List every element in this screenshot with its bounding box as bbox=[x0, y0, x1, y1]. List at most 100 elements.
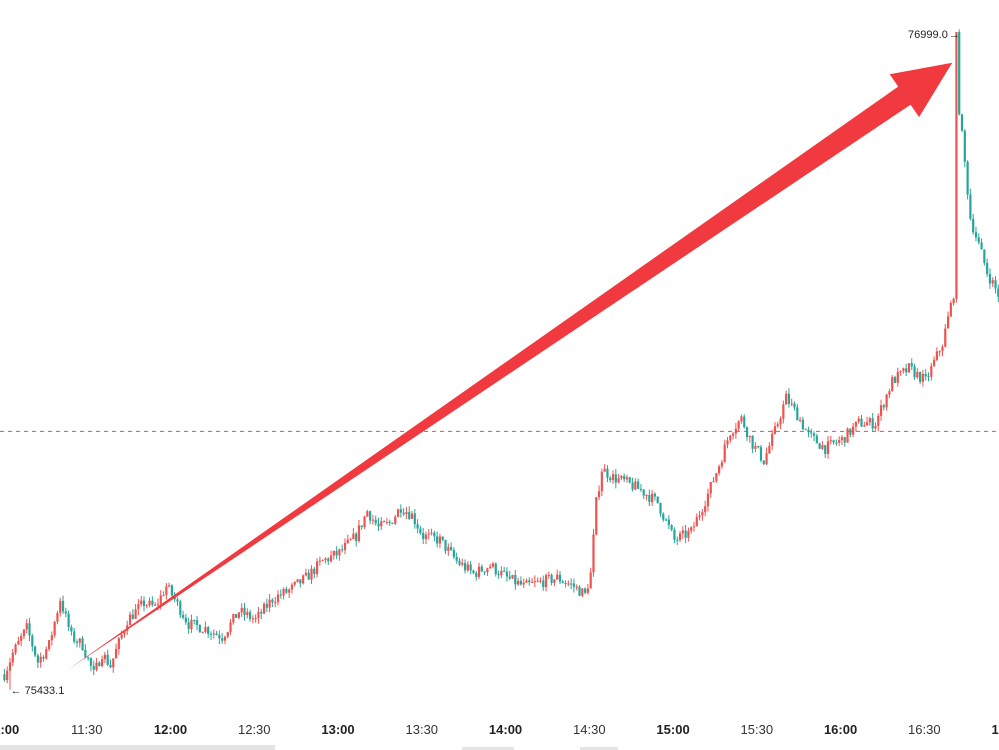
candle bbox=[310, 565, 313, 585]
candle-body bbox=[39, 656, 42, 663]
timeline-scrollbar[interactable] bbox=[0, 745, 618, 750]
candle bbox=[410, 510, 414, 519]
candle bbox=[449, 542, 453, 552]
candle bbox=[279, 589, 282, 599]
candle bbox=[960, 113, 964, 133]
candle-body bbox=[209, 633, 213, 635]
candle-body bbox=[134, 609, 137, 619]
candle-body bbox=[637, 481, 640, 489]
candle-body bbox=[56, 612, 59, 622]
candle bbox=[609, 476, 612, 483]
candle bbox=[737, 420, 740, 432]
candle-body bbox=[517, 580, 520, 585]
candle-body bbox=[198, 624, 201, 633]
candle-body bbox=[170, 585, 174, 596]
candle bbox=[748, 435, 751, 443]
candle bbox=[846, 427, 849, 443]
candle bbox=[986, 258, 989, 277]
candle bbox=[271, 598, 274, 608]
candle-body bbox=[28, 623, 31, 636]
candle bbox=[882, 403, 885, 411]
candle-body bbox=[868, 418, 871, 423]
candle bbox=[145, 603, 148, 609]
candle-body bbox=[396, 509, 400, 517]
candle bbox=[254, 614, 257, 623]
candle bbox=[893, 375, 897, 384]
candle bbox=[902, 367, 905, 374]
candle-body bbox=[810, 432, 813, 434]
candle-body bbox=[581, 588, 584, 596]
candle-body bbox=[176, 599, 179, 602]
candle bbox=[963, 129, 966, 168]
candle bbox=[667, 515, 670, 530]
candle bbox=[246, 608, 249, 619]
candle bbox=[779, 416, 782, 429]
candle bbox=[849, 428, 852, 438]
candle bbox=[977, 233, 980, 245]
candle bbox=[932, 356, 936, 367]
candle bbox=[70, 624, 73, 636]
candle bbox=[31, 633, 34, 652]
candle bbox=[905, 363, 908, 377]
candle bbox=[765, 447, 768, 466]
scrollbar-thumb-right[interactable] bbox=[580, 747, 618, 750]
candle-body bbox=[304, 572, 308, 576]
candle bbox=[754, 442, 757, 453]
candle-body bbox=[910, 363, 913, 367]
candle bbox=[176, 597, 179, 606]
candle bbox=[458, 557, 461, 567]
candle-body bbox=[684, 530, 687, 538]
candle-body bbox=[692, 526, 696, 528]
candle-body bbox=[625, 477, 629, 480]
candle-body bbox=[952, 298, 955, 304]
x-tick-label: 15:30 bbox=[741, 722, 774, 737]
candle-body bbox=[865, 422, 869, 426]
candle bbox=[463, 559, 467, 574]
candle bbox=[36, 653, 39, 669]
scrollbar-thumb-left[interactable] bbox=[0, 745, 275, 750]
candle bbox=[469, 561, 472, 575]
candle-body bbox=[804, 429, 807, 431]
candle bbox=[600, 468, 603, 497]
candle bbox=[709, 481, 712, 499]
candle bbox=[109, 659, 112, 669]
candle bbox=[318, 556, 321, 566]
candle bbox=[408, 506, 411, 520]
candle bbox=[193, 619, 196, 625]
candle bbox=[628, 476, 631, 484]
candle-body bbox=[899, 370, 902, 373]
candle bbox=[61, 595, 65, 615]
candle bbox=[896, 367, 899, 387]
candle-body bbox=[95, 662, 98, 670]
candle bbox=[377, 517, 380, 531]
candle bbox=[796, 404, 799, 421]
candle bbox=[385, 518, 388, 525]
candle bbox=[262, 601, 266, 615]
candle-body bbox=[528, 580, 531, 583]
candle bbox=[296, 579, 299, 583]
candle bbox=[168, 582, 171, 588]
scrollbar-thumb-mid[interactable] bbox=[462, 747, 514, 750]
candle-body bbox=[335, 550, 338, 556]
candle bbox=[860, 414, 863, 427]
candle bbox=[807, 426, 810, 438]
candle-body bbox=[932, 359, 936, 366]
candle-body bbox=[475, 572, 478, 577]
candle-body bbox=[388, 521, 391, 524]
candle bbox=[659, 502, 662, 517]
candle-body bbox=[955, 31, 958, 299]
candle bbox=[793, 401, 796, 411]
candle bbox=[653, 492, 657, 501]
candle bbox=[801, 416, 804, 431]
candle bbox=[771, 429, 774, 451]
candle bbox=[290, 582, 294, 594]
candle-body bbox=[930, 365, 933, 377]
x-tick-label: 13:30 bbox=[406, 722, 439, 737]
candle-body bbox=[248, 612, 252, 619]
candle-body bbox=[701, 512, 704, 516]
candle-body bbox=[505, 571, 509, 577]
candle bbox=[53, 620, 56, 638]
candle bbox=[891, 375, 894, 392]
candle bbox=[419, 525, 422, 535]
candle bbox=[720, 459, 724, 469]
